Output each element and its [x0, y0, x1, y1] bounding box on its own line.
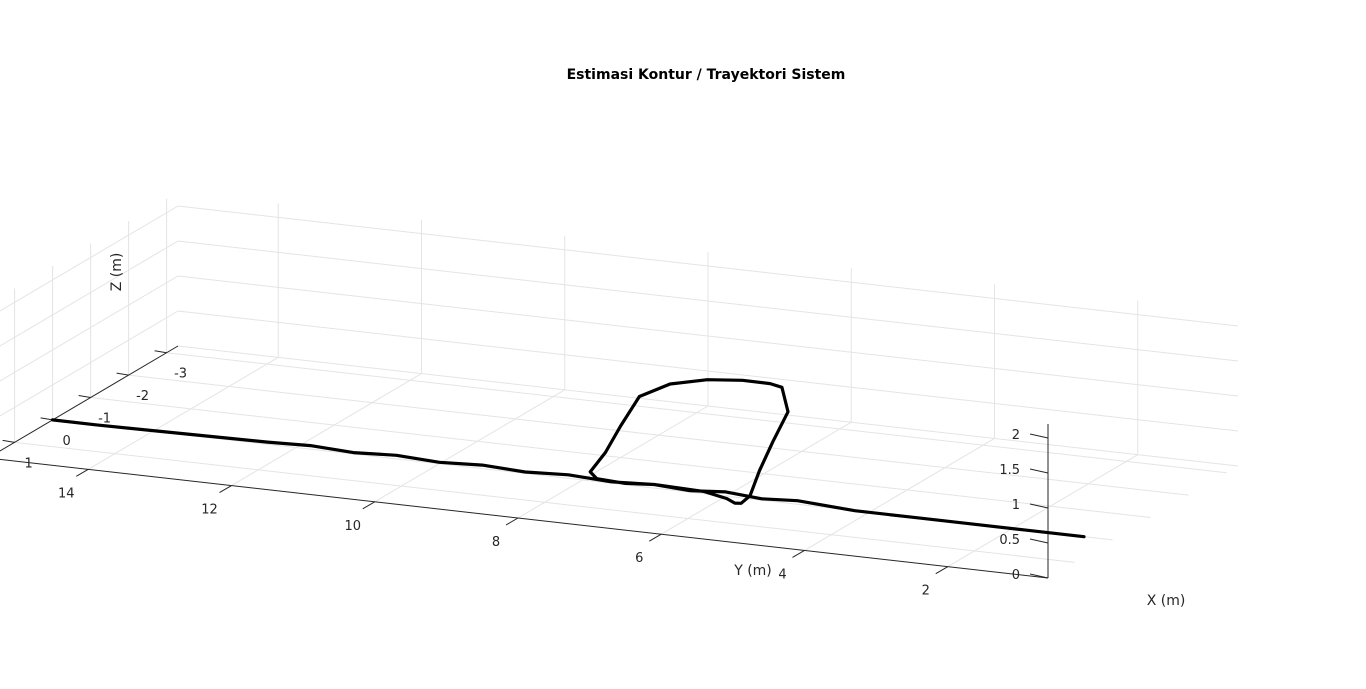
z-tick-label: 1.5 — [999, 463, 1020, 478]
y-tick-mark — [505, 517, 519, 526]
y-tick-label: 12 — [201, 503, 218, 518]
grid-line-z-back — [177, 345, 1239, 467]
grid-line-y-floor — [517, 405, 709, 519]
y-tick-mark — [648, 533, 662, 542]
grid-lines — [0, 198, 1239, 568]
grid-line-x-floor — [128, 374, 1189, 496]
axes — [0, 345, 1049, 579]
z-tick-mark — [1029, 433, 1049, 439]
z-axis-label: Z (m) — [109, 253, 125, 292]
z-tick-mark — [1029, 538, 1049, 544]
grid-line-z-back — [177, 275, 1239, 397]
y-tick-mark — [792, 550, 805, 558]
x-tick-label: -2 — [136, 389, 149, 404]
x-tick-mark — [154, 350, 167, 354]
z-tick-label: 1 — [1012, 498, 1020, 513]
series-layer — [51, 378, 1086, 539]
x-axis-label: X (m) — [1147, 593, 1186, 609]
x-tick-label: -1 — [98, 412, 111, 427]
grid-line-z-side — [0, 205, 179, 312]
x-tick-mark — [78, 395, 91, 399]
y-tick-label: 6 — [635, 551, 643, 566]
z-tick-label: 0 — [1012, 568, 1020, 583]
y-axis-ticks: 2 4 6 8 10 12 14 — [58, 468, 948, 599]
z-tick-mark — [1029, 468, 1049, 474]
grid-line-z-side — [0, 345, 179, 452]
y-axis-label: Y (m) — [733, 563, 772, 579]
x-tick-label: -3 — [174, 367, 187, 382]
z-tick-mark — [1029, 503, 1049, 509]
y-tick-label: 14 — [58, 486, 75, 501]
grid-line-z-side — [0, 275, 179, 382]
z-tick-mark — [1029, 573, 1049, 579]
z-tick-label: 2 — [1012, 428, 1020, 443]
x-tick-label: 0 — [62, 434, 70, 449]
x-axis-line — [0, 345, 179, 452]
y-tick-label: 10 — [344, 519, 361, 534]
x-tick-mark — [2, 439, 15, 443]
grid-line-z-back — [177, 240, 1239, 362]
grid-line-z-back — [177, 310, 1239, 432]
grid-line-x-floor — [90, 397, 1151, 519]
y-tick-mark — [219, 485, 232, 493]
y-tick-label: 4 — [778, 567, 786, 582]
chart-title: Estimasi Kontur / Trayektori Sistem — [567, 67, 846, 83]
y-tick-label: 8 — [492, 535, 500, 550]
x-axis-ticks: -3 -2 -1 0 1 — [2, 350, 187, 471]
grid-line-y-floor — [231, 373, 422, 486]
y-axis-line — [0, 458, 1049, 579]
grid-line-z-back — [177, 205, 1239, 327]
x-tick-mark — [40, 417, 53, 421]
z-tick-label: 0.5 — [999, 533, 1020, 548]
grid-line-y-floor — [374, 389, 566, 503]
grid-line-y-floor — [804, 438, 995, 551]
grid-line-z-side — [0, 310, 179, 417]
y-tick-label: 2 — [922, 584, 930, 599]
x-tick-label: 1 — [24, 456, 32, 471]
trajectory-series-line — [51, 378, 1086, 539]
grid-line-x-floor — [14, 441, 1075, 563]
grid-line-y-floor — [947, 454, 1138, 568]
y-tick-mark — [935, 566, 948, 575]
z-axis-ticks: 0 0.5 1 1.5 2 — [999, 428, 1049, 583]
grid-line-y-floor — [88, 356, 279, 470]
grid-line-z-side — [0, 240, 179, 347]
y-tick-mark — [362, 501, 376, 510]
x-tick-mark — [116, 372, 129, 376]
grid-line-x-floor — [166, 352, 1227, 474]
y-tick-mark — [76, 468, 89, 477]
